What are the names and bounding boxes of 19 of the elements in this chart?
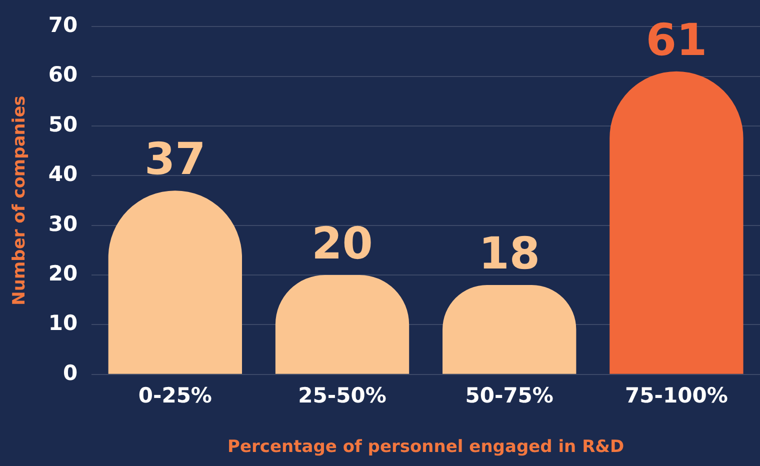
y-tick-label: 50 <box>48 112 78 136</box>
x-tick-label: 25-50% <box>298 383 386 408</box>
y-tick-label: 40 <box>48 162 78 186</box>
y-tick-label: 30 <box>48 212 78 236</box>
x-axis-title: Percentage of personnel engaged in R&D <box>228 437 624 458</box>
data-label: 61 <box>646 14 708 66</box>
x-tick-label: 50-75% <box>465 383 554 408</box>
y-tick-label: 0 <box>63 360 78 385</box>
y-tick-label: 20 <box>48 261 78 286</box>
y-tick-label: 70 <box>48 13 78 38</box>
x-tick-label: 75-100% <box>625 383 728 408</box>
data-label: 18 <box>478 228 540 280</box>
data-label: 37 <box>144 134 206 185</box>
y-tick-label: 60 <box>48 62 78 87</box>
bar <box>610 71 744 374</box>
x-tick-label: 0-25% <box>138 383 212 408</box>
y-axis-title: Number of companies <box>10 96 30 306</box>
y-tick-label: 10 <box>48 311 78 336</box>
data-label: 20 <box>312 218 373 270</box>
